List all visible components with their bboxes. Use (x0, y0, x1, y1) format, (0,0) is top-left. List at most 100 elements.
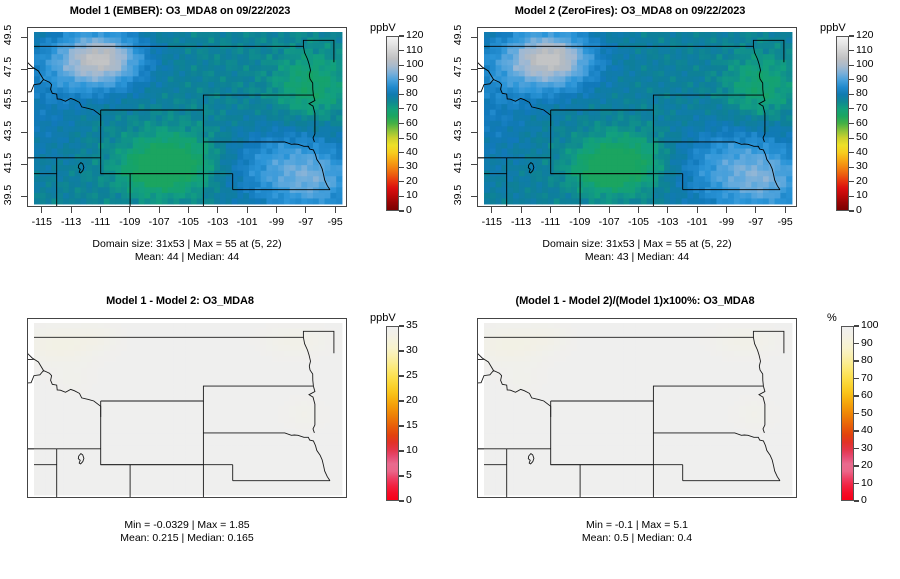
colorbar-tick (399, 325, 404, 327)
x-tick-label: -103 (657, 216, 679, 228)
colorbar-tick-label: 60 (861, 389, 873, 401)
colorbar-tick (854, 325, 859, 327)
x-tick (579, 207, 581, 213)
y-tick (471, 68, 477, 70)
x-tick-label: -101 (236, 216, 258, 228)
x-tick-label: -115 (481, 216, 502, 228)
colorbar-tick (399, 400, 404, 402)
y-tick-label: 43.5 (452, 120, 464, 142)
colorbar-tick-label: 30 (856, 160, 868, 173)
map-plot-model2 (477, 27, 797, 207)
colorbar-tick-label: 100 (406, 58, 424, 71)
colorbar-tick (399, 35, 404, 37)
x-tick-label: -107 (148, 216, 170, 228)
colorbar-tick-label: 0 (861, 494, 867, 506)
colorbar-tick (849, 50, 854, 52)
colorbar-tick (849, 64, 854, 66)
x-tick-label: -95 (777, 216, 793, 228)
colorbar-tick-label: 10 (861, 476, 873, 489)
x-tick-label: -113 (510, 216, 532, 228)
colorbar-tick (854, 447, 859, 450)
colorbar-tick (849, 137, 854, 139)
x-tick (129, 207, 131, 213)
x-tick (520, 207, 522, 213)
x-tick (637, 207, 640, 213)
stats-percent-difference: Min = -0.1 | Max = 5.1 Mean: 0.5 | Media… (581, 519, 693, 544)
colorbar-difference: ppbV 0 5 10 15 20 25 30 35 (370, 312, 450, 506)
map-plot-percent-difference (477, 318, 797, 498)
map-plot-difference (27, 318, 347, 498)
colorbar-tick-label: 50 (856, 131, 868, 144)
x-tick-label: -97 (748, 216, 764, 228)
colorbar-tick (849, 122, 854, 125)
stats-model2: Domain size: 31x53 | Max = 55 at (5, 22)… (542, 238, 732, 263)
colorbar-tick-label: 50 (861, 406, 873, 419)
colorbar-tick (854, 482, 859, 485)
x-tick (696, 207, 698, 213)
colorbar-tick-label: 90 (406, 72, 418, 85)
colorbar-tick-label: 110 (856, 43, 873, 56)
colorbar-tick (399, 195, 404, 197)
x-tick (755, 207, 757, 213)
colorbar-percent-difference: % 0 10 20 30 40 50 60 70 80 90 100 (825, 312, 900, 506)
map-raster (478, 319, 796, 497)
x-tick-label: -105 (177, 216, 199, 228)
y-tick (471, 36, 477, 38)
x-tick-label: -115 (31, 216, 52, 228)
colorbar-tick (399, 152, 404, 154)
x-tick (99, 207, 102, 213)
panel-percent-difference: (Model 1 - Model 2)/(Model 1)x100%: O3_M… (450, 290, 900, 579)
stats-model1: Domain size: 31x53 | Max = 55 at (5, 22)… (92, 238, 282, 263)
map-plot-model1 (27, 27, 347, 207)
colorbar-tick (854, 465, 859, 467)
x-tick (246, 207, 248, 213)
colorbar-tick (399, 93, 404, 95)
x-tick-label: -97 (298, 216, 314, 228)
stats-difference: Min = -0.0329 | Max = 1.85 Mean: 0.215 |… (120, 519, 254, 544)
panel-title-model1: Model 1 (EMBER): O3_MDA8 on 09/22/2023 (69, 5, 291, 17)
x-tick-label: -109 (119, 216, 141, 228)
colorbar-tick (399, 50, 404, 52)
x-tick (217, 207, 219, 213)
y-tick-label: 47.5 (452, 56, 464, 78)
y-tick (471, 196, 477, 198)
colorbar-tick-label: 40 (861, 424, 873, 436)
colorbar-tick-label: 0 (406, 494, 412, 506)
colorbar-tick (849, 181, 854, 183)
x-tick-label: -111 (540, 216, 561, 228)
y-tick-label: 45.5 (452, 88, 464, 110)
colorbar-tick (399, 181, 404, 183)
colorbar-tick-label: 100 (861, 319, 879, 331)
x-tick (491, 207, 493, 213)
y-tick (21, 164, 27, 166)
y-tick-label: 49.5 (452, 25, 464, 46)
map-raster (478, 28, 796, 206)
colorbar-tick-label: 0 (406, 204, 412, 216)
colorbar-tick (849, 152, 854, 154)
colorbar-tick-label: 90 (861, 336, 873, 349)
x-tick (275, 207, 278, 213)
colorbar-tick-label: 30 (406, 344, 418, 356)
panel-model1: Model 1 (EMBER): O3_MDA8 on 09/22/2023 4… (0, 0, 450, 290)
colorbar-tick (399, 122, 404, 125)
colorbar-tick (399, 450, 404, 452)
colorbar-tick-label: 70 (856, 101, 868, 114)
colorbar-tick (399, 425, 404, 427)
y-tick-label: 39.5 (2, 184, 14, 205)
colorbar-tick (399, 108, 404, 110)
colorbar-tick-label: 90 (856, 72, 868, 85)
colorbar-tick-label: 80 (861, 354, 873, 366)
x-tick (187, 207, 190, 213)
colorbar-tick (849, 35, 854, 37)
x-tick (334, 207, 336, 213)
colorbar-tick-label: 120 (856, 29, 874, 41)
colorbar-tick-label: 60 (856, 116, 868, 129)
colorbar-tick (399, 137, 404, 139)
colorbar-tick-label: 20 (861, 459, 873, 471)
x-tick-label: -111 (90, 216, 111, 228)
colorbar-gradient-difference (386, 326, 399, 501)
colorbar-tick-label: 120 (406, 29, 424, 41)
colorbar-unit-percent-difference: % (827, 312, 837, 324)
x-tick (608, 207, 610, 213)
